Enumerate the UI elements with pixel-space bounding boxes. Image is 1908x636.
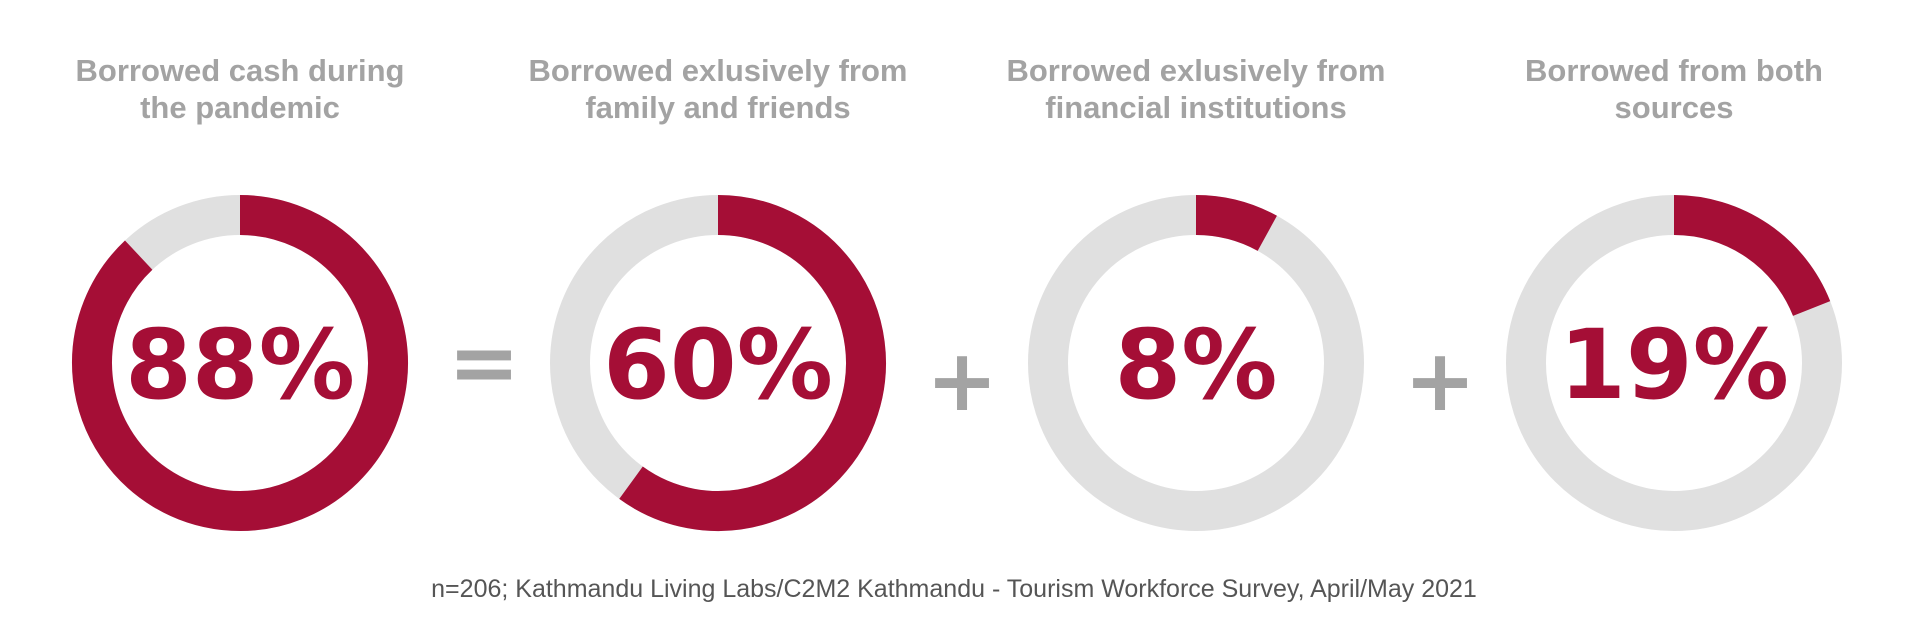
donut-chart: 8% xyxy=(1028,195,1364,531)
donut-chart: 60% xyxy=(550,195,886,531)
panel-title-line-1: Borrowed exlusively from xyxy=(528,53,908,88)
donut-value-arc xyxy=(1673,195,1831,317)
panel-title: Borrowed cash during the pandemic xyxy=(0,52,480,126)
donut-value-arc xyxy=(72,195,408,531)
panel-title-line-1: Borrowed cash during xyxy=(75,53,405,88)
panel-title-line-1: Borrowed exlusively from xyxy=(1006,53,1386,88)
donut-panel-1: Borrowed cash during the pandemic 88% xyxy=(0,0,480,560)
panel-title: Borrowed exlusively from financial insti… xyxy=(956,52,1436,126)
donut-chart: 19% xyxy=(1506,195,1842,531)
panel-title: Borrowed from both sources xyxy=(1434,52,1908,126)
donut-value-arc xyxy=(619,195,886,531)
donut-panel-4: Borrowed from both sources 19% xyxy=(1434,0,1908,560)
panel-title-line-2: the pandemic xyxy=(140,90,340,125)
panel-title-line-1: Borrowed from both xyxy=(1525,53,1823,88)
percentage-label: 8% xyxy=(1115,309,1278,421)
panel-title-line-2: financial institutions xyxy=(1045,90,1347,125)
donut-panel-2: Borrowed exlusively from family and frie… xyxy=(478,0,958,560)
source-note: n=206; Kathmandu Living Labs/C2M2 Kathma… xyxy=(431,575,1477,603)
donut-panel-3: Borrowed exlusively from financial insti… xyxy=(956,0,1436,560)
percentage-label: 88% xyxy=(125,309,355,421)
equals-sign: = xyxy=(447,313,521,413)
panel-title-line-2: sources xyxy=(1614,90,1734,125)
panel-title: Borrowed exlusively from family and frie… xyxy=(478,52,958,126)
percentage-label: 60% xyxy=(603,309,833,421)
donut-chart: 88% xyxy=(72,195,408,531)
percentage-label: 19% xyxy=(1559,309,1789,421)
plus-sign: + xyxy=(925,331,999,431)
donut-value-arc xyxy=(1195,195,1277,252)
panel-title-line-2: family and friends xyxy=(585,90,851,125)
plus-sign: + xyxy=(1403,331,1477,431)
